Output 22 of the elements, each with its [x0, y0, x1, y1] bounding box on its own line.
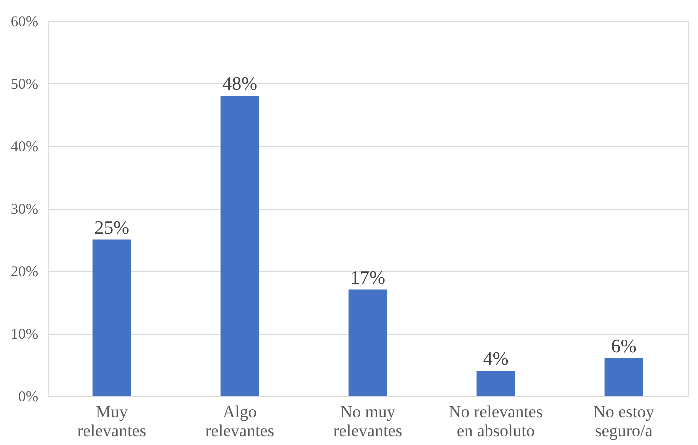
bar [92, 240, 132, 396]
x-tick-label: No relevantes en absoluto [449, 402, 543, 440]
bar [476, 371, 516, 396]
bar [220, 96, 260, 396]
x-tick-label: No muy relevantes [334, 402, 402, 440]
x-tick-label: Muy relevantes [78, 402, 146, 440]
data-label: 6% [611, 336, 637, 358]
x-tick-label: Algo relevantes [206, 402, 274, 440]
y-tick-label: 10% [11, 327, 38, 343]
y-tick-label: 30% [11, 202, 38, 218]
data-label: 4% [483, 349, 509, 370]
bar [348, 290, 388, 396]
y-tick-label: 40% [11, 140, 38, 156]
y-tick-label: 0% [18, 390, 38, 406]
data-label: 17% [350, 268, 386, 289]
y-tick-label: 50% [11, 77, 38, 93]
y-tick-label: 20% [11, 264, 38, 280]
bar [604, 358, 644, 396]
data-label: 48% [222, 74, 258, 95]
x-tick-label: No estoy seguro/a [594, 402, 655, 440]
data-label: 25% [94, 218, 130, 239]
y-tick-label: 60% [11, 14, 38, 30]
